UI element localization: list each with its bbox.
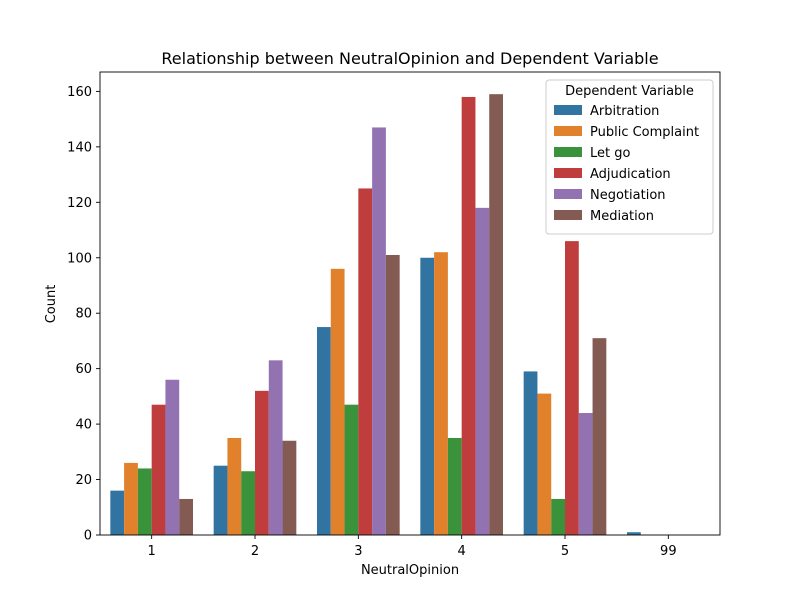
chart-title: Relationship between NeutralOpinion and … [161,49,658,68]
y-tick-label: 0 [84,529,92,544]
legend-swatch [554,189,582,199]
legend-entry-public-complaint: Public Complaint [590,125,699,140]
bar-public-complaint-4 [434,252,448,535]
legend-entry-adjudication: Adjudication [590,167,671,182]
bar-negotiation-2 [268,360,283,535]
bars-group [110,94,641,536]
bar-adjudication-3 [358,188,373,535]
bar-arbitration-4 [420,257,435,535]
legend-entry-let-go: Let go [590,146,630,161]
bar-adjudication-5 [565,241,579,536]
bar-mediation-1 [179,498,193,535]
y-tick-label: 60 [75,362,92,377]
y-tick-label: 120 [67,196,92,211]
x-tick-label: 3 [354,544,362,559]
y-tick-label: 100 [67,251,92,266]
x-tick-label: 2 [251,544,259,559]
y-tick-label: 80 [75,307,92,322]
bar-arbitration-2 [213,465,228,535]
bar-negotiation-5 [578,413,593,535]
bar-public-complaint-1 [124,462,138,535]
bar-let-go-1 [137,468,152,535]
y-tick-label: 140 [67,140,92,155]
legend-swatch [554,126,582,136]
legend-entry-arbitration: Arbitration [590,104,659,119]
legend-swatch [554,105,582,115]
x-axis-label: NeutralOpinion [361,563,459,578]
legend-box [545,79,714,235]
bar-arbitration-3 [317,327,331,535]
bar-let-go-5 [551,498,565,535]
legend-entry-negotiation: Negotiation [590,188,666,203]
bar-public-complaint-5 [537,393,552,535]
y-tick-label: 160 [67,85,92,100]
x-tick-label: 99 [660,544,677,559]
bar-arbitration-99 [627,532,641,535]
bar-mediation-2 [282,440,297,535]
legend-entry-mediation: Mediation [590,209,654,224]
bar-adjudication-2 [255,390,269,535]
bar-arbitration-5 [523,371,538,535]
y-tick-label: 20 [75,473,92,488]
bar-adjudication-4 [461,96,476,536]
legend: Dependent Variable Arbitration Public Comp… [545,79,714,235]
bar-let-go-3 [344,404,359,535]
bar-negotiation-3 [372,127,386,536]
bar-public-complaint-2 [227,437,242,535]
bar-mediation-5 [592,338,607,535]
x-tick-label: 5 [561,544,569,559]
plot-frame [99,71,721,536]
legend-swatch [554,210,582,220]
bar-mediation-4 [489,94,503,536]
bar-let-go-4 [447,437,462,535]
bar-adjudication-1 [151,404,166,535]
bar-arbitration-1 [110,490,125,535]
bar-negotiation-1 [165,379,180,535]
legend-swatch [554,147,582,157]
axes-group: 0 20 40 60 80 100 120 140 160 1 2 3 4 5 99 [67,71,721,559]
x-tick-label: 4 [458,544,466,559]
legend-title: Dependent Variable [565,84,694,99]
bar-let-go-2 [241,471,255,535]
legend-swatch [554,168,582,178]
y-tick-label: 40 [75,418,92,433]
x-tick-label: 1 [148,544,156,559]
bar-negotiation-4 [475,207,490,536]
bar-public-complaint-3 [330,268,345,535]
y-axis-label: Count [44,285,59,324]
bar-mediation-3 [385,254,400,535]
